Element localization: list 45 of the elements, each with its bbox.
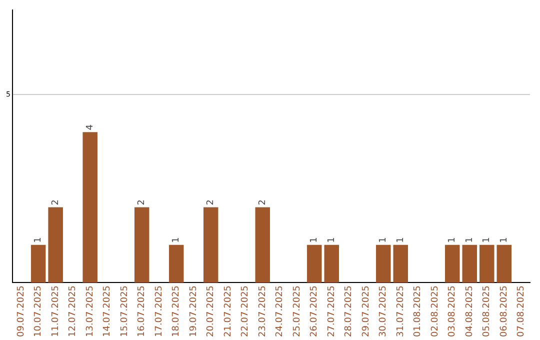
data-label: 1 (378, 237, 389, 243)
x-tick-label: 20.07.2025 (206, 285, 216, 337)
x-tick-label: 29.07.2025 (361, 285, 372, 337)
x-tick-label: 07.08.2025 (516, 285, 527, 337)
x-tick-label: 09.07.2025 (16, 285, 26, 337)
x-tick-label: 06.08.2025 (499, 285, 510, 337)
data-label: 1 (482, 237, 492, 243)
data-label: 2 (137, 200, 148, 206)
x-tick-label: 30.07.2025 (378, 285, 389, 337)
x-tick-label: 25.07.2025 (292, 285, 302, 337)
x-tick-label: 11.07.2025 (50, 285, 61, 337)
x-tick-label: 04.08.2025 (464, 285, 475, 337)
x-tick-label: 27.07.2025 (326, 285, 337, 337)
data-label: 1 (172, 237, 182, 243)
data-label: 1 (326, 237, 337, 243)
data-label: 2 (206, 200, 216, 206)
data-label: 2 (50, 200, 61, 206)
x-tick-label: 21.07.2025 (223, 285, 234, 337)
x-tick-label: 24.07.2025 (275, 285, 286, 337)
data-label: 1 (396, 237, 406, 243)
data-label: 1 (499, 237, 510, 243)
x-tick-label: 23.07.2025 (258, 285, 268, 337)
x-tick-label: 26.07.2025 (310, 285, 320, 337)
x-tick-label: 31.07.2025 (396, 285, 406, 337)
x-tick-label: 14.07.2025 (102, 285, 113, 337)
data-label: 1 (310, 237, 320, 243)
x-tick-label: 13.07.2025 (85, 285, 96, 337)
data-label: 1 (34, 237, 44, 243)
x-tick-label: 17.07.2025 (154, 285, 164, 337)
data-label: 2 (258, 200, 268, 206)
x-tick-label: 28.07.2025 (344, 285, 354, 337)
x-tick-label: 19.07.2025 (188, 285, 199, 337)
x-tick-label: 15.07.2025 (120, 285, 130, 337)
x-tick-label: 02.08.2025 (430, 285, 440, 337)
x-tick-label: 05.08.2025 (482, 285, 492, 337)
data-label: 4 (85, 124, 96, 130)
x-tick-label: 22.07.2025 (240, 285, 251, 337)
x-tick-label: 12.07.2025 (68, 285, 78, 337)
x-tick-label: 18.07.2025 (172, 285, 182, 337)
x-tick-label: 16.07.2025 (137, 285, 148, 337)
x-tick-label: 10.07.2025 (34, 285, 44, 337)
data-label: 1 (464, 237, 475, 243)
data-label: 1 (448, 237, 458, 243)
x-tick-label: 03.08.2025 (448, 285, 458, 337)
x-tick-label: 01.08.2025 (413, 285, 424, 337)
